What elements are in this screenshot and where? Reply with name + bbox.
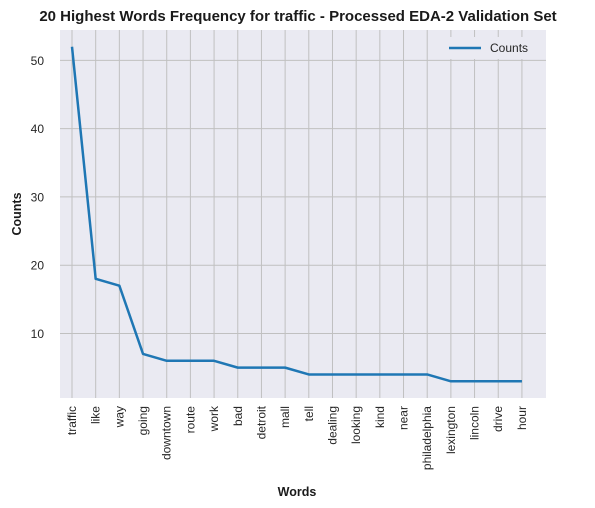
x-tick-label: going [136,406,150,435]
legend: Counts [441,37,540,59]
plot-area [60,30,546,398]
y-tick-label: 10 [31,327,45,341]
x-tick-label: detroit [254,405,268,439]
x-tick-label: downtown [160,406,174,460]
series-group [70,46,522,383]
x-tick-label: drive [491,406,505,432]
legend-label: Counts [490,41,528,55]
x-tick-label: work [207,405,221,432]
y-tick-label: 30 [31,190,45,204]
x-tick-label: hour [515,406,529,430]
x-tick-label: traffic [65,406,79,435]
x-tick-label: looking [349,406,363,444]
y-axis-ticks: 10 20 30 40 50 [31,54,45,341]
x-tick-label: like [89,406,103,424]
x-tick-label: near [397,406,411,430]
grid [60,30,546,398]
x-tick-label: tell [302,406,316,421]
x-tick-label: dealing [325,406,339,445]
y-tick-label: 20 [31,259,45,273]
series-line-counts [70,46,522,383]
x-tick-label: mall [278,406,292,428]
y-axis-label: Counts [10,192,24,235]
x-tick-label: way [112,406,126,428]
y-tick-label: 40 [31,122,45,136]
x-axis-label: Words [278,485,317,499]
x-tick-label: route [183,406,197,434]
x-tick-label: kind [373,406,387,428]
x-axis-ticks: traffic like way going downtown route work bad d… [65,405,529,470]
x-tick-label: lexington [444,406,458,454]
x-tick-label: lincoln [468,406,482,440]
y-tick-label: 50 [31,54,45,68]
x-tick-label: bad [231,406,245,426]
chart-title: 20 Highest Words Frequency for traffic -… [39,8,556,25]
legend-box [441,37,540,59]
x-tick-label: philadelphia [420,406,434,470]
